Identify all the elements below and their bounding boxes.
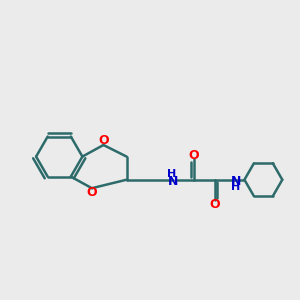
Text: N: N <box>167 175 178 188</box>
Text: N: N <box>231 175 241 188</box>
Text: H: H <box>231 182 240 192</box>
Text: H: H <box>167 169 177 179</box>
Text: O: O <box>188 149 199 162</box>
Text: O: O <box>209 198 220 211</box>
Text: O: O <box>87 186 98 200</box>
Text: O: O <box>98 134 109 147</box>
